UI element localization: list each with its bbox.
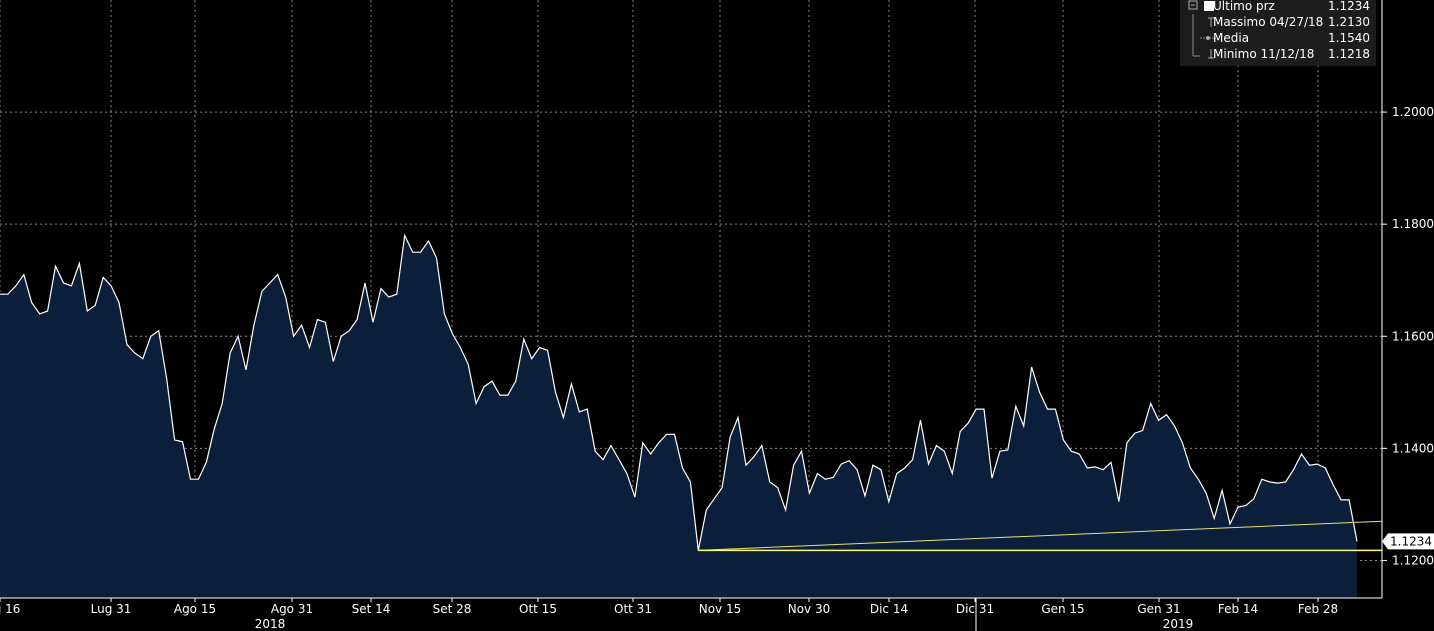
x-tick-label: Dic 31	[956, 602, 994, 616]
legend-item-media[interactable]: Media 1.1540	[1180, 30, 1376, 46]
x-tick-label: Lug 16	[0, 602, 20, 616]
x-tick-label: Lug 31	[91, 602, 132, 616]
y-tick-label: 1.1800	[1392, 217, 1434, 231]
y-tick-label: 1.1200	[1392, 553, 1434, 567]
x-tick-label: Gen 31	[1137, 602, 1180, 616]
x-tick-label: Ott 15	[519, 602, 557, 616]
year-label: 2018	[255, 617, 286, 631]
max-marker-icon	[1186, 14, 1214, 30]
last-value-label: 1.1234	[1390, 534, 1432, 548]
legend-value: 1.1234	[1328, 0, 1370, 13]
x-tick-label: Ott 31	[614, 602, 652, 616]
rising-trendline	[698, 520, 1383, 551]
legend-item-ultimo[interactable]: Ultimo prz 1.1234	[1180, 0, 1376, 14]
white-square-icon	[1186, 0, 1214, 14]
x-tick-label: Set 28	[433, 602, 472, 616]
x-tick-label: Feb 28	[1298, 602, 1338, 616]
y-tick-label: 1.1600	[1392, 329, 1434, 343]
y-tick-label: 1.2000	[1392, 105, 1434, 119]
x-tick-label: Set 14	[352, 602, 391, 616]
average-marker-icon	[1186, 30, 1216, 46]
legend-label: Minimo 11/12/18	[1213, 47, 1315, 61]
legend: Ultimo prz 1.1234 Massimo 04/27/18 1.213…	[1180, 0, 1376, 66]
year-label: 2019	[1163, 617, 1194, 631]
legend-value: 1.1218	[1328, 47, 1370, 61]
x-axis-ticks: Lug 16 Lug 31 Ago 15 Ago 31 Set 14 Set 28 Ott …	[0, 598, 1338, 616]
legend-value: 1.1540	[1328, 31, 1370, 45]
last-value-tag-bg	[1382, 533, 1434, 550]
y-axis-ticks: 1.1200 1.1400 1.1600 1.1800 1.2000	[1382, 105, 1434, 567]
x-tick-label: Ago 31	[271, 602, 313, 616]
price-area	[0, 235, 1357, 598]
x-tick-label: Gen 15	[1041, 602, 1084, 616]
legend-value: 1.2130	[1328, 15, 1370, 29]
legend-item-massimo[interactable]: Massimo 04/27/18 1.2130	[1180, 14, 1376, 30]
year-labels: 2018 2019	[255, 598, 1194, 631]
x-tick-label: Nov 30	[788, 602, 831, 616]
legend-item-minimo[interactable]: Minimo 11/12/18 1.1218	[1180, 46, 1376, 62]
x-tick-label: Ago 15	[174, 602, 216, 616]
x-tick-label: Dic 14	[870, 602, 908, 616]
x-tick-label: Nov 15	[699, 602, 742, 616]
trendlines	[698, 520, 1383, 552]
legend-label: Media	[1213, 31, 1250, 45]
x-tick-label: Feb 14	[1218, 602, 1258, 616]
min-marker-icon	[1186, 46, 1214, 62]
legend-label: Massimo 04/27/18	[1213, 15, 1324, 29]
price-line	[0, 233, 1358, 551]
y-tick-label: 1.1400	[1392, 441, 1434, 455]
last-value-tag: 1.1234	[1382, 533, 1434, 550]
legend-label: Ultimo prz	[1213, 0, 1275, 13]
